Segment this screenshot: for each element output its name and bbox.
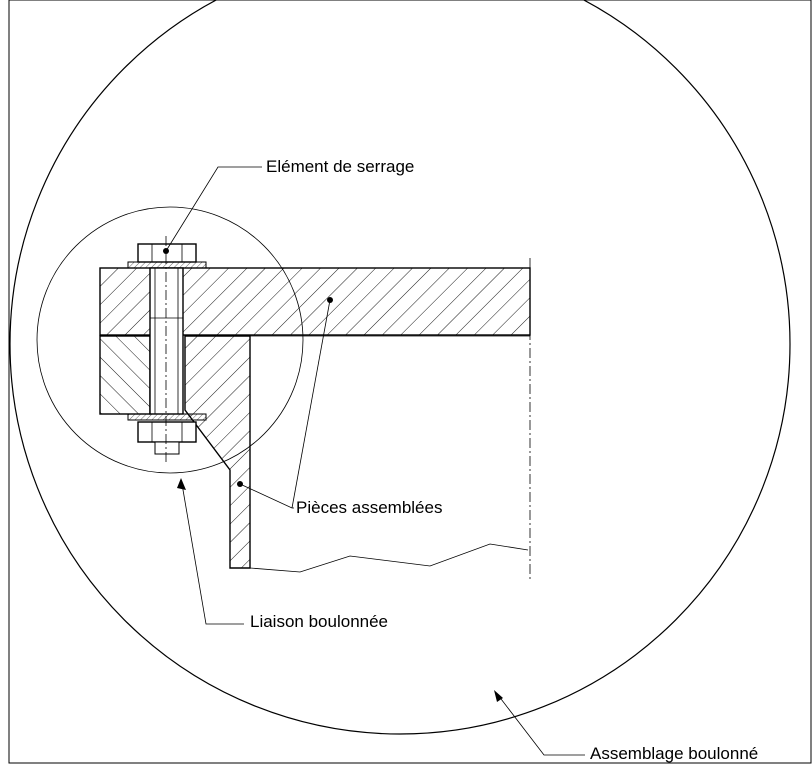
leader-bolted-joint	[177, 478, 244, 625]
label-bolted-assembly: Assemblage boulonné	[590, 744, 758, 763]
assembly-circle	[9, 0, 791, 735]
bolt	[127, 236, 207, 462]
label-clamping-element: Elément de serrage	[266, 157, 414, 176]
break-line	[249, 543, 529, 573]
leader-bolted-assembly	[494, 690, 585, 756]
leader-assembled-parts	[237, 297, 333, 509]
angle-bracket	[184, 335, 251, 569]
label-assembled-parts: Pièces assemblées	[296, 498, 442, 517]
label-bolted-joint: Liaison boulonnée	[250, 612, 388, 631]
lower-block	[99, 335, 151, 415]
page-border	[8, 0, 812, 764]
leader-clamping-element	[163, 166, 262, 254]
bolted-joint-circle	[36, 206, 304, 474]
